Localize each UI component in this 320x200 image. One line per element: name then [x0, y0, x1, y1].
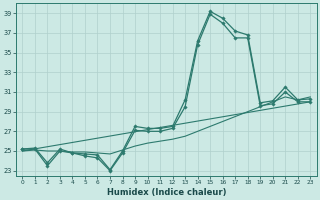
X-axis label: Humidex (Indice chaleur): Humidex (Indice chaleur) — [107, 188, 226, 197]
